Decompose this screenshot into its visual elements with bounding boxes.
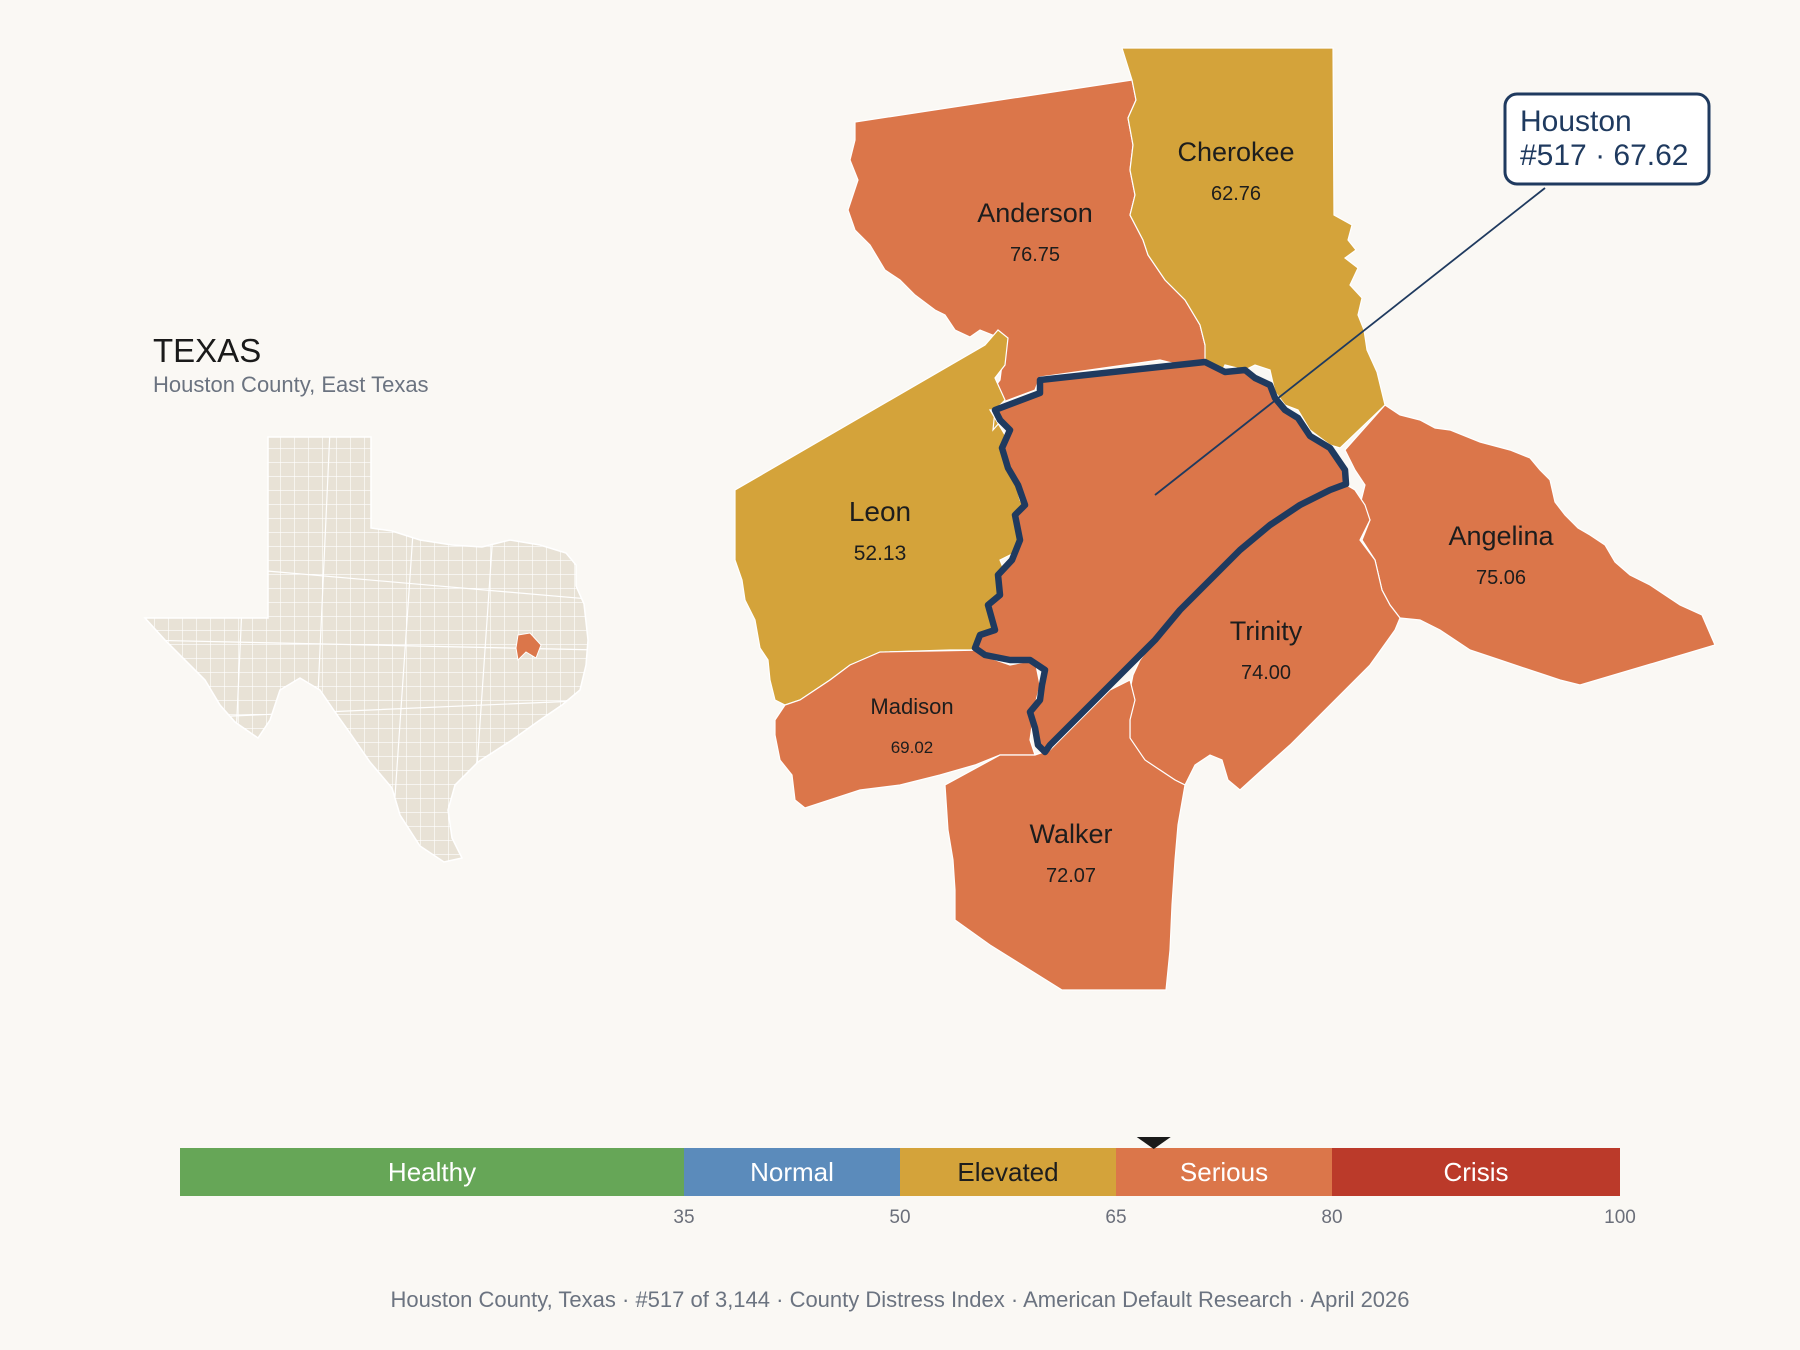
legend-label-healthy: Healthy (388, 1157, 476, 1187)
county-name-anderson: Anderson (977, 198, 1093, 228)
county-labels: Anderson 76.75 Cherokee 62.76 Leon 52.13 Angel… (849, 137, 1555, 887)
county-score-trinity: 74.00 (1241, 662, 1291, 684)
county-name-walker: Walker (1029, 819, 1112, 849)
county-name-trinity: Trinity (1230, 616, 1303, 646)
legend-tick-50: 50 (889, 1207, 910, 1228)
legend-label-elevated: Elevated (957, 1157, 1058, 1187)
inset-subtitle: Houston County, East Texas (153, 372, 429, 397)
legend-marker-icon (1136, 1137, 1171, 1149)
legend-tick-80: 80 (1321, 1207, 1342, 1228)
county-name-angelina: Angelina (1448, 521, 1554, 551)
distress-scale-legend: Healthy Normal Elevated Serious Crisis 35 50 65… (180, 1137, 1636, 1228)
county-score-anderson: 76.75 (1010, 244, 1060, 266)
county-score-leon: 52.13 (854, 542, 907, 565)
legend-label-normal: Normal (750, 1157, 834, 1187)
callout-rank-score: #517 · 67.62 (1520, 139, 1688, 172)
callout-box (1503, 92, 1711, 186)
legend-segment-crisis (1332, 1148, 1620, 1196)
legend-segment-healthy (180, 1148, 684, 1196)
legend-tick-100: 100 (1604, 1207, 1636, 1228)
legend-label-crisis: Crisis (1444, 1157, 1509, 1187)
legend-segment-normal (684, 1148, 900, 1196)
county-walker[interactable] (944, 679, 1186, 991)
county-name-madison: Madison (870, 694, 953, 719)
inset-houston-highlight (515, 632, 542, 662)
county-map (734, 47, 1716, 991)
inset-title: TEXAS (153, 332, 261, 369)
county-score-angelina: 75.06 (1476, 567, 1526, 589)
county-name-leon: Leon (849, 496, 911, 527)
county-name-cherokee: Cherokee (1177, 137, 1294, 167)
texas-inset: TEXAS Houston County, East Texas (143, 332, 589, 863)
county-score-cherokee: 62.76 (1211, 183, 1261, 205)
callout-leader-line (1154, 187, 1546, 496)
county-score-walker: 72.07 (1046, 865, 1096, 887)
callout-county-name: Houston (1520, 105, 1632, 138)
houston-callout[interactable]: Houston #517 · 67.62 (1503, 92, 1711, 186)
legend-segment-serious (1116, 1148, 1332, 1196)
legend-tick-35: 35 (673, 1207, 694, 1228)
legend-tick-65: 65 (1105, 1207, 1126, 1228)
county-houston[interactable] (971, 358, 1350, 756)
legend-label-serious: Serious (1180, 1157, 1268, 1187)
footer-caption: Houston County, Texas · #517 of 3,144 · … (390, 1287, 1409, 1312)
county-score-madison: 69.02 (891, 738, 934, 757)
legend-segment-elevated (900, 1148, 1116, 1196)
